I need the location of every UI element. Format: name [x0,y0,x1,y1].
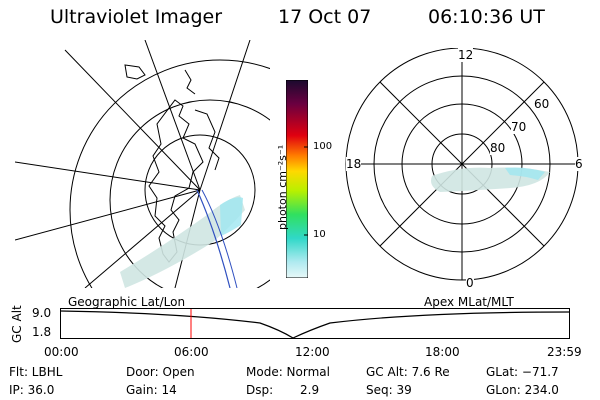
mlat-label-80: 80 [490,141,506,155]
mlt-label-0: 0 [466,276,474,290]
polar-plot [345,48,579,281]
info-mode: Mode: Normal [246,365,330,379]
timeline-y-top: 9.0 [32,306,52,320]
info-dsp-label: Dsp: [246,383,274,397]
instrument-title: Ultraviolet Imager [50,6,223,28]
time-label: 06:10:36 UT [428,6,545,28]
mlat-label-60: 60 [534,97,550,111]
info-door: Door: Open [126,365,195,379]
colorbar-tick-10: 10 [313,229,326,240]
mlat-label-70: 70 [511,120,527,134]
x-tick-06: 06:00 [174,345,209,359]
info-seq: Seq: 39 [366,383,412,397]
colorbar-unit-label: photon cm⁻²s⁻¹ [276,144,289,230]
info-gain: Gain: 14 [126,383,177,397]
timeline-right-title: Apex MLat/MLT [424,295,514,309]
x-tick-00: 00:00 [44,345,79,359]
x-tick-2359: 23:59 [547,345,582,359]
aurora-glow-geo [120,195,245,288]
altitude-timeline [60,308,570,339]
date-label: 17 Oct 07 [278,6,372,28]
timeline-left-title: Geographic Lat/Lon [68,295,186,309]
colorbar [286,80,308,278]
mlt-label-6: 6 [575,157,583,171]
info-glat: GLat: −71.7 [486,365,559,379]
x-tick-18: 18:00 [425,345,460,359]
timeline-axis-label: GC Alt [10,305,24,343]
info-dsp-value: 2.9 [300,383,320,397]
colorbar-tick-100: 100 [313,141,333,152]
orbit-track [196,189,231,288]
info-ip: IP: 36.0 [9,383,55,397]
aurora-glow-polar [431,167,550,192]
info-flt: Flt: LBHL [9,365,63,379]
info-gcalt: GC Alt: 7.6 Re [366,365,450,379]
timeline-y-bottom: 1.8 [32,325,52,339]
info-glon: GLon: 234.0 [486,383,559,397]
geographic-map [15,40,270,288]
mlt-label-18: 18 [346,157,362,171]
x-tick-12: 12:00 [295,345,330,359]
mlt-label-12: 12 [458,48,474,62]
